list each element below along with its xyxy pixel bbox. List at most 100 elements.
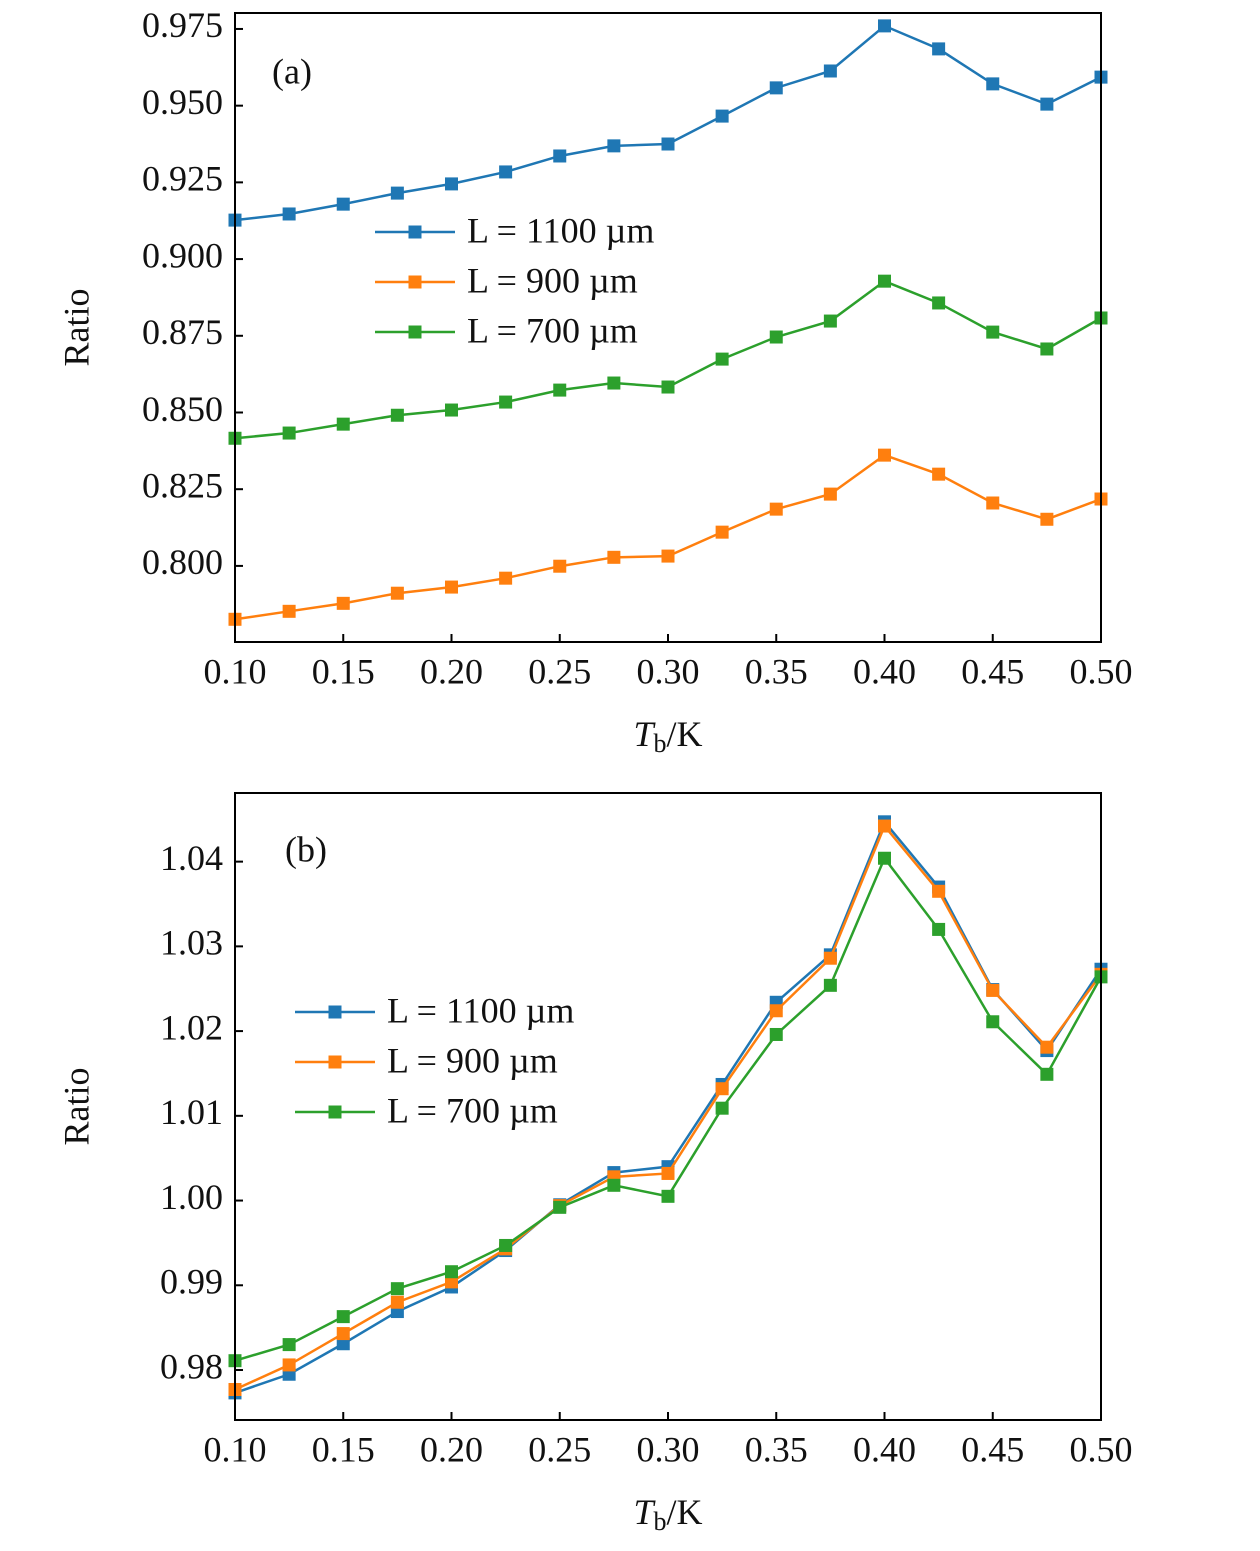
marker (986, 496, 1000, 510)
marker (823, 487, 837, 501)
marker (607, 1178, 621, 1192)
y-tick-label: 0.975 (142, 5, 223, 45)
legend-marker (408, 275, 422, 289)
x-tick-label: 0.40 (853, 1429, 916, 1469)
marker (336, 1310, 350, 1324)
legend-marker (328, 1055, 342, 1069)
y-tick-label: 0.875 (142, 312, 223, 352)
x-axis-label: Tb/K (633, 1492, 702, 1536)
series-line (234, 24, 1102, 222)
y-axis-label: Ratio (56, 289, 96, 367)
marker (390, 1295, 404, 1309)
marker (878, 274, 891, 288)
marker (499, 1238, 513, 1252)
x-axis-label-part: /K (667, 714, 703, 754)
marker (390, 1282, 404, 1296)
marker (553, 1200, 567, 1214)
y-tick-label: 0.925 (142, 159, 223, 199)
panel-label: (a) (272, 51, 312, 91)
y-tick-label: 0.800 (142, 542, 223, 582)
legend-label: L = 900 µm (387, 1040, 558, 1080)
x-axis-label-part: T (633, 714, 656, 754)
legend-label: L = 700 µm (387, 1090, 558, 1130)
panel: 0.10 0.15 0.20 0.25 0.30 0.35 0.40 0.45 0.50 0.80… (56, 5, 1132, 758)
marker (769, 502, 783, 516)
marker (932, 922, 946, 936)
marker (445, 1275, 458, 1289)
marker (499, 165, 513, 179)
marker (282, 1358, 296, 1372)
x-tick-label: 0.15 (312, 651, 375, 691)
marker (823, 314, 837, 328)
marker (986, 77, 1000, 91)
y-tick-label: 1.00 (160, 1177, 223, 1217)
y-tick-label: 1.03 (160, 923, 223, 963)
x-tick-label: 0.10 (204, 1429, 267, 1469)
marker (1040, 1040, 1054, 1054)
marker (769, 81, 783, 95)
panel: 0.10 0.15 0.20 0.25 0.30 0.35 0.40 0.45 0.50 0.98… (56, 792, 1133, 1536)
marker (553, 559, 567, 573)
marker (661, 380, 675, 394)
marker (769, 1027, 783, 1041)
x-tick-label: 0.35 (745, 1429, 808, 1469)
legend-marker (328, 1105, 342, 1119)
marker (661, 1189, 675, 1203)
marker (390, 586, 404, 600)
plot-frame (234, 12, 1102, 643)
legend-marker (328, 1005, 342, 1019)
series-line (234, 279, 1102, 440)
x-tick-label: 0.25 (528, 1429, 591, 1469)
marker (553, 149, 567, 163)
legend-label: L = 700 µm (467, 310, 638, 350)
x-tick-label: 0.45 (961, 1429, 1024, 1469)
marker (553, 383, 567, 397)
marker (336, 1337, 350, 1351)
marker (1040, 97, 1054, 111)
marker (282, 1338, 296, 1352)
marker (336, 1327, 350, 1341)
y-tick-label: 1.02 (160, 1007, 223, 1047)
marker (445, 403, 458, 417)
x-axis-label-part: b (654, 729, 667, 758)
marker (1040, 512, 1054, 526)
marker (769, 330, 783, 344)
marker (878, 448, 891, 462)
marker (715, 352, 729, 366)
marker (715, 1101, 729, 1115)
marker (282, 426, 296, 440)
x-axis-label: Tb/K (633, 714, 702, 758)
x-tick-label: 0.30 (637, 651, 700, 691)
series-line (234, 819, 1103, 1395)
x-axis-label-part: b (654, 1507, 667, 1536)
marker (878, 819, 891, 833)
marker (661, 137, 675, 151)
marker (986, 325, 1000, 339)
marker (823, 64, 837, 78)
y-axis-label: Ratio (56, 1068, 96, 1146)
marker (932, 467, 946, 481)
marker (282, 207, 296, 221)
x-axis-label-part: T (633, 1492, 656, 1532)
marker (336, 197, 350, 211)
marker (986, 1015, 1000, 1029)
marker (661, 549, 675, 563)
y-tick-label: 0.98 (160, 1346, 223, 1386)
marker (932, 42, 946, 56)
series-line (234, 453, 1102, 621)
marker (445, 580, 458, 594)
y-tick-label: 1.04 (160, 838, 223, 878)
marker (878, 851, 891, 865)
marker (986, 983, 1000, 997)
x-tick-label: 0.30 (637, 1429, 700, 1469)
x-tick-label: 0.50 (1070, 1429, 1133, 1469)
plot-frame (234, 792, 1102, 1421)
marker (1040, 342, 1054, 356)
x-tick-label: 0.50 (1070, 651, 1133, 691)
marker (932, 296, 946, 310)
marker (715, 525, 729, 539)
series-line (234, 855, 1103, 1362)
marker (390, 408, 404, 422)
x-tick-label: 0.20 (420, 651, 483, 691)
panel-label: (b) (285, 829, 327, 869)
